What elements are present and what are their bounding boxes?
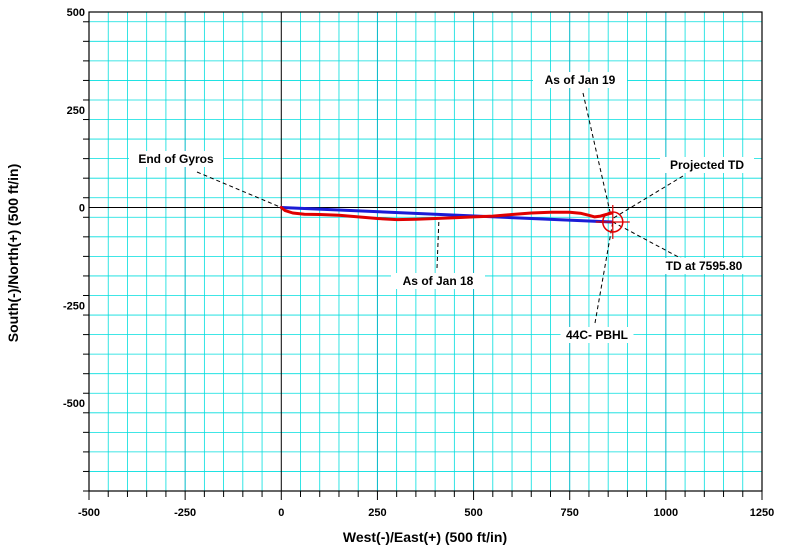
minor-grid <box>89 12 762 492</box>
actual-path-line <box>279 206 614 222</box>
annotation-projected-td: Projected TD <box>670 158 744 172</box>
x-tick-label: 0 <box>278 507 284 519</box>
x-tick-label: 1000 <box>654 507 678 519</box>
annotation-jan18: As of Jan 18 <box>403 274 474 288</box>
leader-pbhl <box>594 221 614 324</box>
plot-frame <box>88 11 763 492</box>
leader-jan19 <box>582 92 611 213</box>
tick-labels: -500 -250 0 250 500 750 1000 1250 500 250 0 -250 -50… <box>63 7 774 519</box>
label-bg-jan19 <box>533 72 627 88</box>
annotation-td: TD at 7595.80 <box>666 259 743 273</box>
series-layer <box>279 206 614 224</box>
axis-ticks <box>83 21 763 500</box>
y-tick-label: 250 <box>67 105 85 117</box>
y-axis-title: South(-)/North(+) (500 ft/in) <box>5 164 21 342</box>
annotation-pbhl: 44C- PBHL <box>566 328 628 342</box>
x-tick-label: 1250 <box>750 507 774 519</box>
y-tick-label: 0 <box>79 203 85 215</box>
y-tick-label: -500 <box>63 398 85 410</box>
y-tick-label: 500 <box>67 7 85 19</box>
x-tick-label: 250 <box>368 507 386 519</box>
x-tick-label: 500 <box>464 507 482 519</box>
annotation-labels: End of Gyros As of Jan 18 As of Jan 19 Proj… <box>129 72 755 343</box>
x-axis-title: West(-)/East(+) (500 ft/in) <box>343 529 507 545</box>
label-bg-end-gyros <box>129 151 223 167</box>
y-tick-label: -250 <box>63 300 85 312</box>
leader-jan18 <box>436 218 440 269</box>
annotation-end-gyros: End of Gyros <box>138 152 214 166</box>
x-tick-label: -250 <box>174 507 196 519</box>
label-bg-pbhl <box>560 327 634 343</box>
label-bg-jan18 <box>391 273 485 289</box>
planned-path-line <box>279 206 614 224</box>
label-bg-td <box>653 258 755 274</box>
label-bg-projected-td <box>660 157 754 173</box>
leader-end-gyros <box>196 171 282 208</box>
annotation-jan19: As of Jan 19 <box>545 73 616 87</box>
annotation-leaders <box>196 92 685 324</box>
x-tick-label: 750 <box>561 507 579 519</box>
target-layer <box>595 204 630 239</box>
x-tick-label: -500 <box>78 507 100 519</box>
